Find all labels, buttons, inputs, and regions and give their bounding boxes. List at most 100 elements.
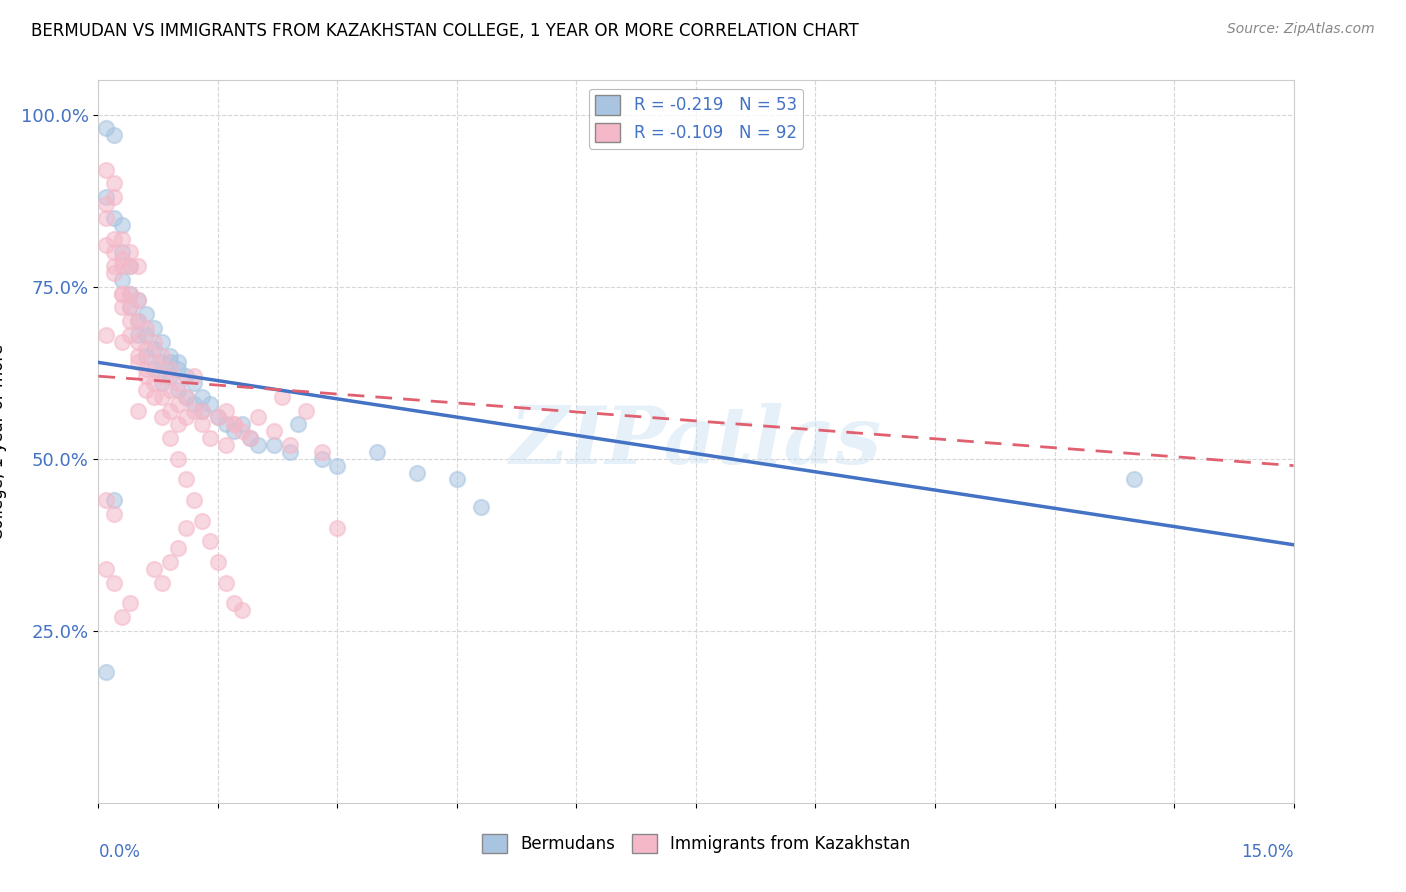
Point (127, 355, 149, 369)
Point (135, 321, 157, 335)
Point (263, 424, 285, 438)
Point (135, 383, 157, 397)
Point (198, 431, 221, 445)
Point (150, 410, 173, 425)
Point (120, 301, 142, 315)
Point (167, 362, 190, 376)
Point (174, 369, 197, 384)
Point (103, 575, 125, 590)
Point (127, 349, 149, 363)
Point (326, 520, 349, 534)
Point (167, 451, 190, 466)
Point (366, 445, 388, 459)
Legend: Bermudans, Immigrants from Kazakhstan: Bermudans, Immigrants from Kazakhstan (475, 827, 917, 860)
Point (150, 369, 173, 384)
Point (222, 596, 245, 610)
Text: ZIPatlas: ZIPatlas (510, 403, 882, 480)
Point (96, 327, 118, 342)
Point (159, 349, 181, 363)
Point (167, 541, 190, 556)
Point (207, 555, 229, 569)
Point (111, 245, 134, 260)
Point (191, 417, 214, 432)
Point (120, 245, 142, 260)
Point (111, 301, 134, 315)
Point (278, 438, 301, 452)
Point (120, 259, 142, 273)
Point (143, 362, 166, 376)
Point (167, 376, 190, 390)
Point (103, 507, 125, 521)
Point (135, 349, 157, 363)
Point (120, 301, 142, 315)
Point (207, 410, 229, 425)
Point (143, 334, 166, 349)
Point (143, 376, 166, 390)
Point (111, 273, 134, 287)
Point (198, 397, 221, 411)
Point (150, 334, 173, 349)
Point (174, 390, 197, 404)
Point (120, 596, 142, 610)
Point (103, 259, 125, 273)
Point (103, 231, 125, 245)
Point (135, 327, 157, 342)
Point (159, 431, 181, 445)
Point (167, 383, 190, 397)
Point (96, 197, 118, 211)
Point (111, 610, 134, 624)
Point (239, 431, 262, 445)
Point (150, 390, 173, 404)
Point (159, 555, 181, 569)
Point (127, 334, 149, 349)
Point (207, 410, 229, 425)
Point (143, 355, 166, 369)
Point (239, 431, 262, 445)
Point (278, 445, 301, 459)
Point (174, 390, 197, 404)
Point (215, 417, 238, 432)
Point (174, 520, 197, 534)
Point (143, 321, 166, 335)
Point (246, 438, 269, 452)
Point (127, 259, 149, 273)
Point (191, 403, 214, 417)
Point (294, 403, 316, 417)
Point (222, 417, 245, 432)
Point (111, 231, 134, 245)
Point (127, 314, 149, 328)
Point (127, 403, 149, 417)
Point (135, 369, 157, 384)
Point (198, 534, 221, 549)
Text: 15.0%: 15.0% (1241, 843, 1294, 861)
Point (215, 403, 238, 417)
Point (127, 327, 149, 342)
Point (96, 238, 118, 252)
Y-axis label: College, 1 year or more: College, 1 year or more (0, 343, 7, 540)
Point (150, 376, 173, 390)
Point (183, 397, 205, 411)
Point (111, 334, 134, 349)
Point (183, 403, 205, 417)
Point (191, 403, 214, 417)
Point (167, 397, 190, 411)
Point (222, 424, 245, 438)
Point (143, 390, 166, 404)
Point (150, 575, 173, 590)
Point (159, 362, 181, 376)
Point (135, 307, 157, 321)
Point (183, 493, 205, 508)
Point (96, 562, 118, 576)
Point (263, 438, 285, 452)
Point (167, 417, 190, 432)
Point (127, 293, 149, 308)
Point (111, 286, 134, 301)
Point (103, 128, 125, 143)
Point (143, 562, 166, 576)
Point (135, 362, 157, 376)
Point (135, 342, 157, 356)
Point (246, 410, 269, 425)
Point (287, 417, 309, 432)
Point (111, 252, 134, 267)
Point (159, 403, 181, 417)
